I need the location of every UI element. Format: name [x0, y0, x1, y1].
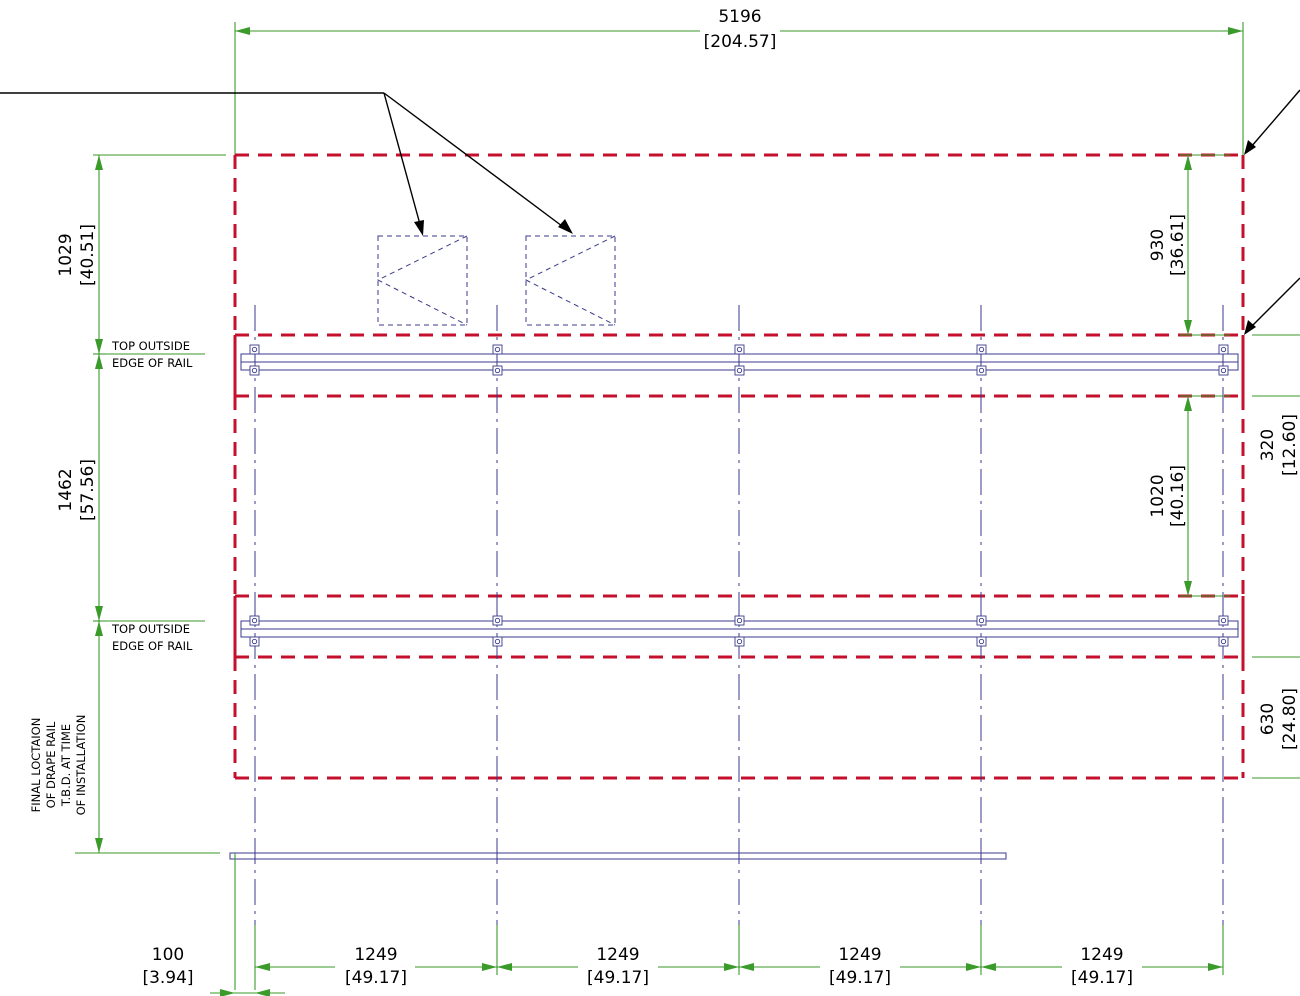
- bay-1-value: 1249: [354, 945, 397, 965]
- bay-2-inch: [49.17]: [587, 968, 649, 988]
- bay-4-value: 1249: [1080, 945, 1123, 965]
- middle-gap-value: 1020: [1148, 474, 1168, 517]
- rail-edge-note-lower: TOP OUTSIDE EDGE OF RAIL: [111, 622, 193, 653]
- bracket-center-lines: [255, 305, 1223, 960]
- upper-gap-value: 930: [1148, 229, 1168, 261]
- upper-gap-label: 930 [36.61]: [1148, 214, 1188, 276]
- drape-rail: [230, 853, 1006, 859]
- rail-edge-upper-line2: EDGE OF RAIL: [112, 356, 193, 370]
- overall-width-value: 5196: [718, 7, 761, 27]
- rail-spacing-inch: [57.56]: [78, 459, 98, 521]
- edge-offset-value: 100: [152, 945, 184, 965]
- rail-zone-inch: [12.60]: [1280, 414, 1300, 476]
- drape-rail-line3: T.B.D. AT TIME: [59, 724, 73, 807]
- zone-leader-top: [1244, 90, 1300, 155]
- overall-width-inch: [204.57]: [704, 32, 777, 52]
- rail-edge-lower-line2: EDGE OF RAIL: [112, 639, 193, 653]
- fixture-leader: [0, 93, 573, 236]
- edge-offset-inch: [3.94]: [142, 968, 193, 988]
- zone-leader-rail: [1244, 278, 1300, 335]
- top-zone-height-inch: [40.51]: [78, 224, 98, 286]
- upper-gap-inch: [36.61]: [1168, 214, 1188, 276]
- rail-zone-label: 320 [12.60]: [1258, 414, 1300, 476]
- rail-zone-value: 320: [1258, 429, 1278, 461]
- drape-rail-line2: OF DRAPE RAIL: [44, 721, 58, 808]
- bay-1-inch: [49.17]: [345, 968, 407, 988]
- fixture-left: [378, 236, 467, 325]
- overall-width-dimension: 5196 [204.57]: [235, 7, 1243, 155]
- bottom-zone-value: 630: [1258, 703, 1278, 735]
- drape-rail-note: FINAL LOCTAION OF DRAPE RAIL T.B.D. AT T…: [29, 715, 88, 816]
- drape-rail-line1: FINAL LOCTAION: [29, 718, 43, 813]
- bottom-zone-inch: [24.80]: [1280, 688, 1300, 750]
- bottom-zone-label: 630 [24.80]: [1258, 688, 1300, 750]
- top-zone-height-value: 1029: [56, 233, 76, 276]
- middle-gap-inch: [40.16]: [1168, 465, 1188, 527]
- bay-3-value: 1249: [838, 945, 881, 965]
- fixture-right: [526, 236, 615, 325]
- bay-3-inch: [49.17]: [829, 968, 891, 988]
- drape-rail-line4: OF INSTALLATION: [74, 715, 88, 816]
- bay-4-inch: [49.17]: [1071, 968, 1133, 988]
- top-zone-height-label: 1029 [40.51]: [56, 224, 98, 286]
- rail-spacing-value: 1462: [56, 468, 76, 511]
- rail-edge-upper-line1: TOP OUTSIDE: [111, 339, 190, 353]
- middle-gap-label: 1020 [40.16]: [1148, 465, 1188, 527]
- rail-edge-lower-line1: TOP OUTSIDE: [111, 622, 190, 636]
- rail-spacing-label: 1462 [57.56]: [56, 459, 98, 521]
- bay-2-value: 1249: [596, 945, 639, 965]
